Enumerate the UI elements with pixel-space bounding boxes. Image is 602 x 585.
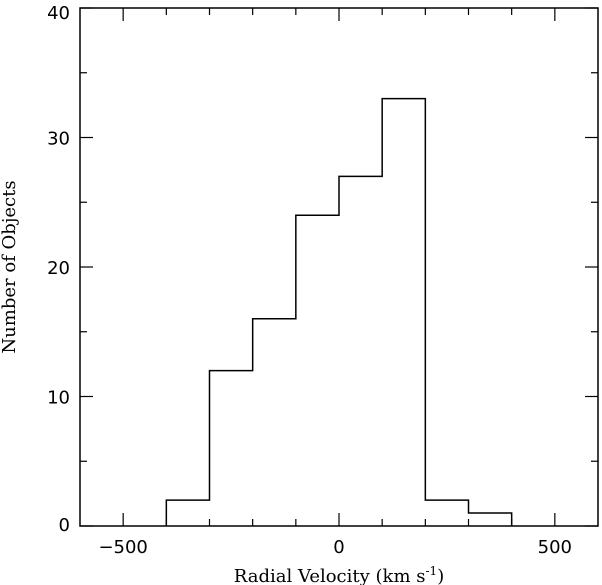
histogram-bin [296,215,339,526]
histogram-outline [165,97,513,526]
x-axis-title: Radial Velocity (km s-1) [234,564,444,585]
x-axis-unit-superscript: -1 [425,564,437,578]
y-tick-label: 20 [47,258,70,279]
axis-ticks [80,7,598,527]
histogram-bins [166,99,511,526]
y-axis-title: Number of Objects [0,180,20,353]
histogram-bin [166,500,209,526]
y-tick-label: 0 [59,515,70,536]
y-tick-label: 10 [47,388,70,409]
histogram-bin [253,319,296,526]
x-tick-label: −500 [98,537,147,558]
histogram-bin [469,513,512,526]
x-tick-label: 500 [538,537,572,558]
plot-frame [79,7,599,527]
histogram-bin [210,371,253,526]
histogram-bin [339,176,382,526]
y-tick-label: 40 [47,3,70,24]
x-tick-label: 0 [333,537,344,558]
y-tick-label: 30 [47,129,70,150]
histogram-bin [425,500,468,526]
histogram-bin [382,99,425,526]
tick-labels: −500 0 500 0 10 20 30 40 [47,3,572,558]
